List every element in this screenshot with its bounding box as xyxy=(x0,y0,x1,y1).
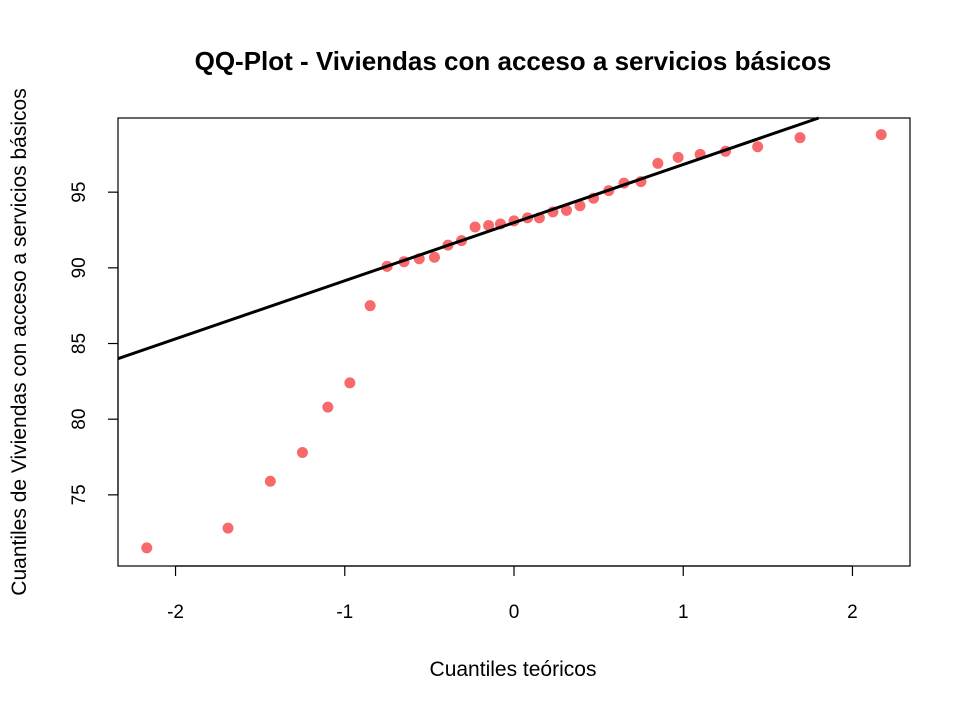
data-point xyxy=(222,522,234,534)
data-point xyxy=(264,475,276,487)
data-point xyxy=(752,141,764,153)
y-axis: 75 80 85 90 95 xyxy=(69,182,119,505)
y-tick-label: 90 xyxy=(69,257,90,278)
data-point xyxy=(469,221,481,233)
data-point xyxy=(794,132,806,144)
data-point xyxy=(574,200,586,212)
x-tick-label: 1 xyxy=(678,602,689,623)
y-tick-label: 80 xyxy=(69,409,90,430)
data-point xyxy=(296,446,308,458)
data-point xyxy=(560,204,572,216)
data-points xyxy=(141,129,887,554)
data-point xyxy=(428,251,440,263)
y-axis-label: Cuantiles de Viviendas con acceso a serv… xyxy=(8,88,31,595)
data-point xyxy=(875,129,887,141)
data-point xyxy=(364,300,376,312)
data-point xyxy=(141,542,153,554)
x-tick-label: -1 xyxy=(336,602,353,623)
qq-reference-line xyxy=(117,116,820,361)
x-tick-label: 2 xyxy=(847,602,858,623)
chart-title: QQ-Plot - Viviendas con acceso a servici… xyxy=(195,46,832,76)
data-point xyxy=(322,401,334,413)
y-tick-label: 95 xyxy=(69,182,90,203)
x-tick-label: -2 xyxy=(167,602,184,623)
y-tick-label: 75 xyxy=(69,484,90,505)
x-axis-label: Cuantiles teóricos xyxy=(430,658,597,681)
y-tick-label: 85 xyxy=(69,333,90,354)
data-point xyxy=(344,377,356,389)
x-tick-label: 0 xyxy=(509,602,520,623)
data-point xyxy=(652,157,664,169)
x-axis: -2 -1 0 1 2 xyxy=(167,565,858,623)
data-point xyxy=(483,219,495,231)
data-point xyxy=(672,151,684,163)
